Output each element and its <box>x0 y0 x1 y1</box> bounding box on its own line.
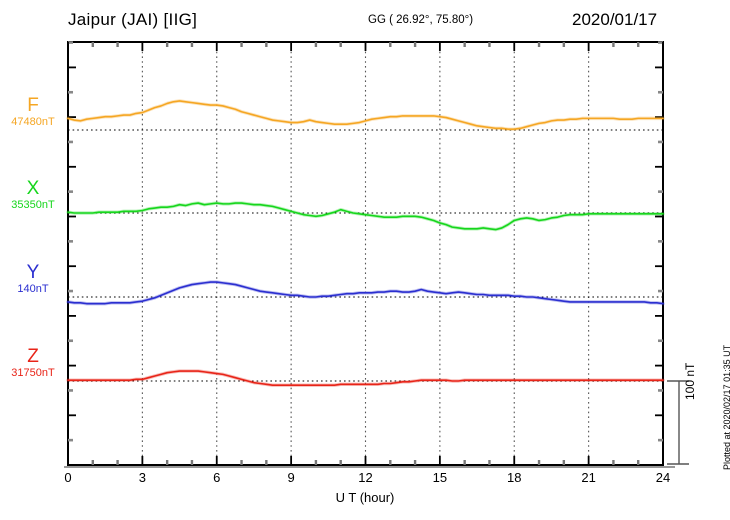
component-baseline-value: 31750nT <box>11 367 55 379</box>
x-tick-label: 18 <box>507 470 522 485</box>
scale-bar-label: 100 nT <box>683 362 697 400</box>
axis-ticks <box>64 41 675 468</box>
x-tick-label: 12 <box>358 470 373 485</box>
x-tick-label: 9 <box>287 470 295 485</box>
x-axis-title: U T (hour) <box>335 490 395 505</box>
x-tick-label: 21 <box>581 470 596 485</box>
component-label-f: F 47480nT <box>2 96 64 129</box>
component-label-x: X 35350nT <box>2 179 64 212</box>
component-letter: X <box>26 178 40 199</box>
component-letter: Z <box>27 346 39 367</box>
component-traces <box>66 99 665 387</box>
component-label-z: Z 31750nT <box>2 347 64 380</box>
gridlines <box>141 42 590 465</box>
x-tick-label: 24 <box>655 470 671 485</box>
component-letter: Y <box>26 262 40 283</box>
component-baseline-value: 140nT <box>17 283 49 295</box>
x-tick-label: 0 <box>64 470 72 485</box>
x-tick-label: 15 <box>432 470 448 485</box>
station-title: Jaipur (JAI) [IIG] <box>68 10 198 29</box>
trace-f <box>67 100 664 130</box>
trace-z <box>67 370 664 386</box>
x-tick-label: 6 <box>213 470 221 485</box>
component-letter: F <box>27 95 39 116</box>
x-tick-label: 3 <box>138 470 146 485</box>
observation-date: 2020/01/17 <box>572 10 658 29</box>
component-baseline-value: 35350nT <box>11 199 55 211</box>
trace-y <box>67 281 664 305</box>
component-baseline-value: 47480nT <box>11 116 55 128</box>
plotted-timestamp: Plotted at 2020/02/17 01:35 UT <box>722 344 730 470</box>
component-label-y: Y 140nT <box>2 263 64 296</box>
trace-x <box>67 202 664 231</box>
geographic-coordinates: GG ( 26.92°, 75.80°) <box>368 14 474 26</box>
scale-bar <box>667 380 689 465</box>
